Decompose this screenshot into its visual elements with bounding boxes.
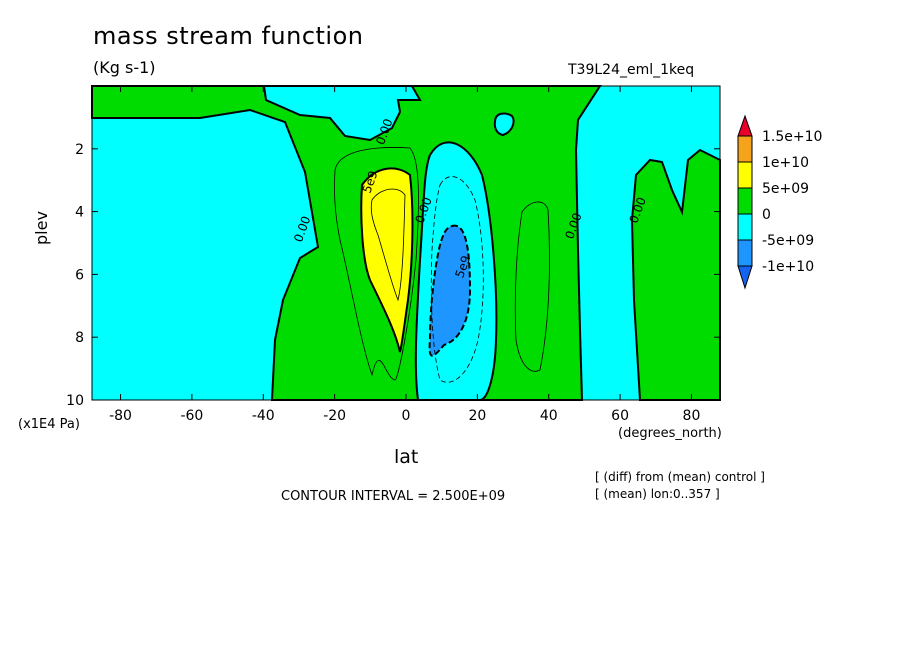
x-axis-units: (degrees_north) [618,426,722,441]
x-tick-label: 80 [683,408,701,424]
x-tick-label: -80 [109,408,132,424]
x-tick-label: -40 [252,408,275,424]
fill-strong-negative [428,224,472,357]
chart-title: mass stream function [93,22,364,50]
x-tick-label: 60 [611,408,629,424]
colorbar: 1.5e+10 1e+10 5e+09 0 -5e+09 -1e+10 [737,114,822,290]
colorbar-swatch [737,135,753,163]
colorbar-top-arrow [737,114,753,137]
colorbar-label: -1e+10 [762,259,814,275]
x-tick-label: 0 [402,408,411,424]
colorbar-label: 1.5e+10 [762,129,822,145]
x-axis-label: lat [394,446,419,468]
note-mean: [ (mean) lon:0..357 ] [595,487,720,501]
colorbar-label: -5e+09 [762,233,814,249]
x-ticks: -80 -60 -40 -20 0 20 40 60 80 [109,86,700,424]
fill-negative-blob [493,112,515,137]
y-tick-label: 6 [75,267,84,283]
note-diff: [ (diff) from (mean) control ] [595,470,765,484]
run-name: T39L24_eml_1keq [568,62,695,78]
contour-interval: CONTOUR INTERVAL = 2.500E+09 [281,489,506,504]
contour-yellow-inner [370,188,406,302]
contour-negative-dashed [430,176,484,383]
fill-negative-tongue [262,85,422,142]
colorbar-swatch [737,213,753,241]
colorbar-swatch [737,187,753,215]
colorbar-swatch [737,239,753,267]
y-tick-label: 4 [75,205,84,221]
x-tick-label: 40 [540,408,558,424]
y-tick-label: 2 [75,142,84,158]
thin-contours [334,147,550,383]
colorbar-label: 0 [762,207,771,223]
colorbar-swatch [737,161,753,189]
x-tick-label: -20 [323,408,346,424]
colorbar-label: 1e+10 [762,155,809,171]
colorbar-label: 5e+09 [762,181,809,197]
y-axis-units: (x1E4 Pa) [18,417,80,432]
y-ticks: 2 4 6 8 10 [66,142,720,409]
fill-strong-positive [360,167,414,353]
contour-right-cyan [514,201,550,372]
colorbar-bottom-arrow [737,265,753,290]
contour-positive-outer [334,147,419,381]
chart-units: (Kg s-1) [93,58,156,77]
y-tick-label: 10 [66,393,84,409]
x-tick-label: -60 [180,408,203,424]
y-tick-label: 8 [75,330,84,346]
x-tick-label: 20 [468,408,486,424]
